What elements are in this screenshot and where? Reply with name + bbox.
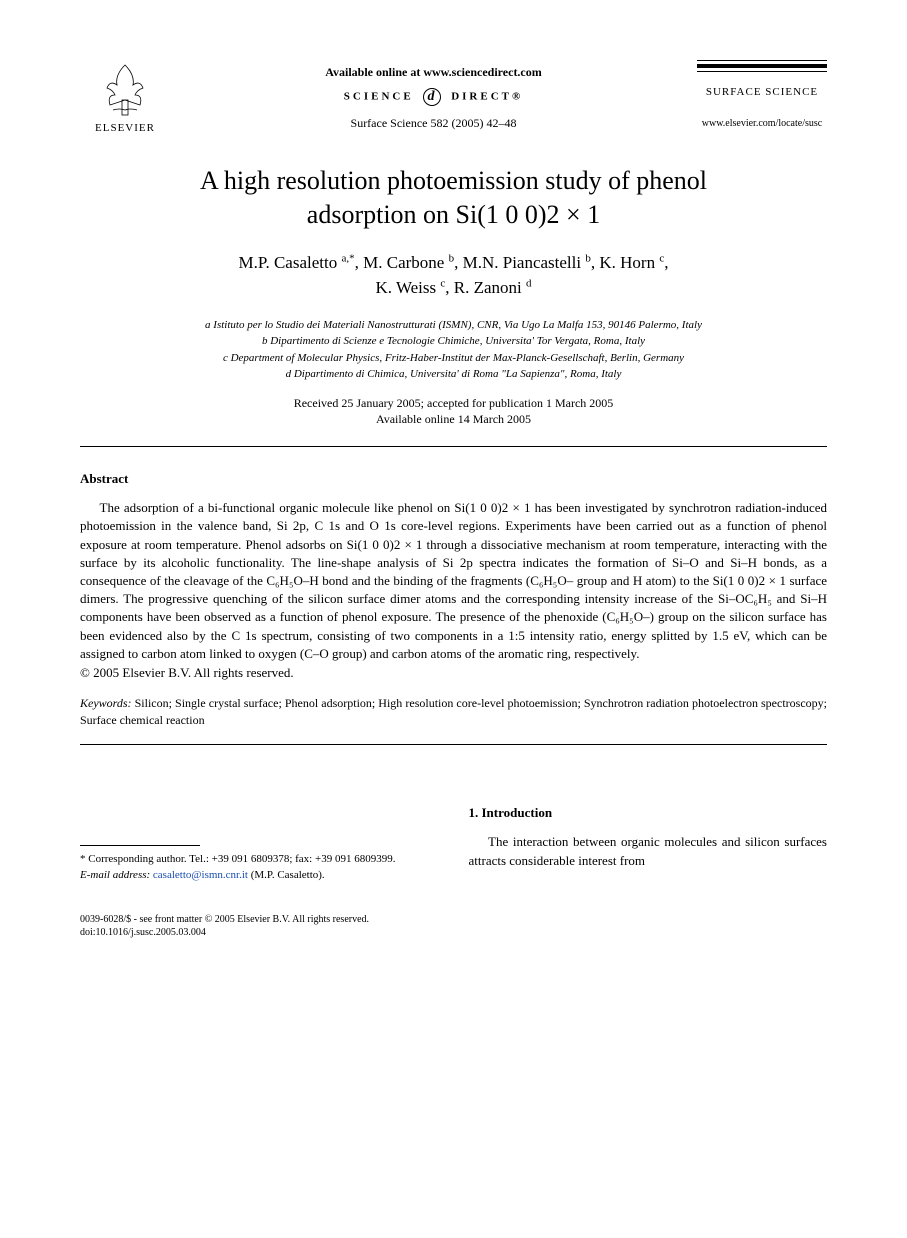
- sd-right: DIRECT®: [451, 91, 523, 103]
- divider-2: [80, 744, 827, 745]
- divider-1: [80, 446, 827, 447]
- received-date: Received 25 January 2005; accepted for p…: [80, 395, 827, 412]
- intro-text: The interaction between organic molecule…: [469, 833, 828, 869]
- article-title: A high resolution photoemission study of…: [80, 164, 827, 232]
- author-6: , R. Zanoni: [445, 278, 526, 297]
- elsevier-tree-icon: [95, 60, 155, 120]
- authors: M.P. Casaletto a,*, M. Carbone b, M.N. P…: [80, 250, 827, 301]
- keywords: Keywords: Silicon; Single crystal surfac…: [80, 695, 827, 729]
- sd-left: SCIENCE: [344, 91, 414, 103]
- sd-at-icon: d: [423, 88, 441, 106]
- email-link[interactable]: casaletto@ismn.cnr.it: [153, 869, 248, 881]
- title-line2: adsorption on Si(1 0 0)2 × 1: [307, 200, 600, 229]
- journal-reference: Surface Science 582 (2005) 42–48: [170, 116, 697, 131]
- sciencedirect-logo: SCIENCE d DIRECT®: [170, 88, 697, 106]
- title-line1: A high resolution photoemission study of…: [200, 166, 707, 195]
- footer: 0039-6028/$ - see front matter © 2005 El…: [80, 913, 827, 939]
- author-5: K. Weiss: [375, 278, 440, 297]
- available-online-text: Available online at www.sciencedirect.co…: [170, 65, 697, 80]
- affiliation-c: c Department of Molecular Physics, Fritz…: [80, 350, 827, 367]
- header-row: ELSEVIER Available online at www.science…: [80, 60, 827, 134]
- copyright: © 2005 Elsevier B.V. All rights reserved…: [80, 665, 827, 681]
- abstract-text: The adsorption of a bi-functional organi…: [80, 499, 827, 663]
- journal-lines-icon: [697, 60, 827, 72]
- footer-doi: doi:10.1016/j.susc.2005.03.004: [80, 926, 827, 939]
- elsevier-logo: ELSEVIER: [80, 60, 170, 134]
- affiliation-d: d Dipartimento di Chimica, Universita' d…: [80, 366, 827, 383]
- email-person: (M.P. Casaletto).: [248, 869, 325, 881]
- author-1: M.P. Casaletto: [239, 253, 342, 272]
- corresponding-author-footnote: * Corresponding author. Tel.: +39 091 68…: [80, 852, 439, 883]
- left-column: * Corresponding author. Tel.: +39 091 68…: [80, 805, 439, 883]
- available-date: Available online 14 March 2005: [80, 411, 827, 428]
- journal-box: SURFACE SCIENCE www.elsevier.com/locate/…: [697, 60, 827, 129]
- abstract-section: Abstract The adsorption of a bi-function…: [80, 471, 827, 681]
- journal-url[interactable]: www.elsevier.com/locate/susc: [697, 118, 827, 129]
- author-1-sup: a,*: [341, 252, 354, 264]
- footnote-corresp: * Corresponding author. Tel.: +39 091 68…: [80, 852, 439, 867]
- article-dates: Received 25 January 2005; accepted for p…: [80, 395, 827, 429]
- keywords-text: Silicon; Single crystal surface; Phenol …: [80, 696, 827, 727]
- body-columns: * Corresponding author. Tel.: +39 091 68…: [80, 805, 827, 883]
- affiliation-b: b Dipartimento di Scienze e Tecnologie C…: [80, 333, 827, 350]
- email-label: E-mail address:: [80, 869, 150, 881]
- author-comma: ,: [664, 253, 668, 272]
- author-2: , M. Carbone: [355, 253, 449, 272]
- journal-name: SURFACE SCIENCE: [697, 86, 827, 98]
- abstract-heading: Abstract: [80, 471, 827, 487]
- keywords-label: Keywords:: [80, 696, 132, 710]
- author-3: , M.N. Piancastelli: [454, 253, 585, 272]
- author-6-sup: d: [526, 277, 532, 289]
- intro-heading: 1. Introduction: [469, 805, 828, 821]
- elsevier-label: ELSEVIER: [95, 122, 155, 134]
- affiliations: a Istituto per lo Studio dei Materiali N…: [80, 317, 827, 383]
- author-4: , K. Horn: [591, 253, 659, 272]
- footer-copyright: 0039-6028/$ - see front matter © 2005 El…: [80, 913, 827, 926]
- footnote-rule: [80, 845, 200, 846]
- affiliation-a: a Istituto per lo Studio dei Materiali N…: [80, 317, 827, 334]
- center-header: Available online at www.sciencedirect.co…: [170, 60, 697, 131]
- right-column: 1. Introduction The interaction between …: [469, 805, 828, 883]
